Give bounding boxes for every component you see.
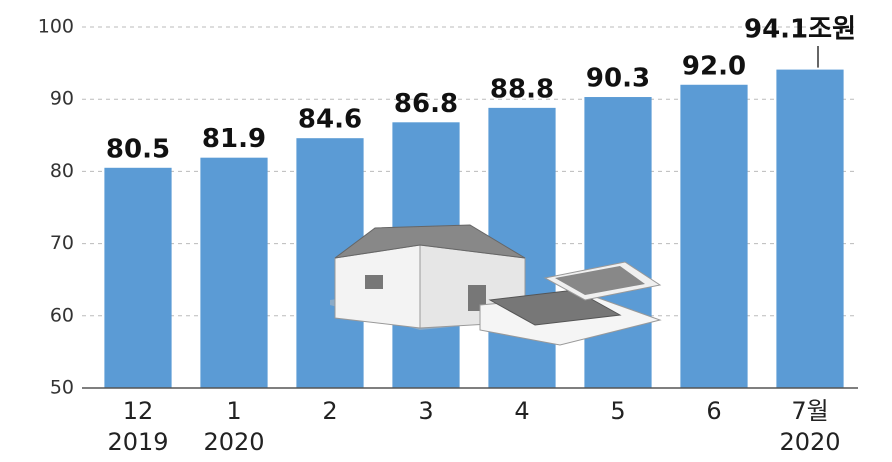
y-tick-label: 60 — [50, 304, 74, 326]
x-tick-label: 3 — [418, 397, 433, 425]
x-tick-year: 2020 — [203, 428, 264, 456]
value-label: 88.8 — [490, 74, 554, 104]
value-label: 80.5 — [106, 134, 170, 164]
bar — [104, 167, 172, 388]
y-tick-label: 100 — [38, 16, 74, 38]
x-tick-label: 4 — [514, 397, 529, 425]
y-tick-label: 50 — [50, 377, 74, 399]
value-label: 84.6 — [298, 105, 362, 135]
x-tick-label: 6 — [706, 397, 721, 425]
y-tick-label: 80 — [50, 160, 74, 182]
x-tick-label: 1 — [226, 397, 241, 425]
value-label: 81.9 — [202, 124, 266, 154]
y-tick-label: 90 — [50, 88, 74, 110]
x-tick-year: 2020 — [779, 428, 840, 456]
bar — [680, 84, 748, 388]
house-illustration — [330, 224, 662, 346]
value-label: 94.1조원 — [744, 15, 856, 45]
x-tick-year: 2019 — [107, 428, 168, 456]
x-tick-label: 5 — [610, 397, 625, 425]
x-tick-label: 2 — [322, 397, 337, 425]
value-label: 90.3 — [586, 64, 650, 94]
y-tick-label: 70 — [50, 232, 74, 254]
value-label: 86.8 — [394, 89, 458, 119]
x-tick-label: 12 — [123, 397, 154, 425]
x-tick-label: 7월 — [791, 397, 828, 425]
bar — [584, 97, 652, 388]
bar — [776, 69, 844, 389]
value-label: 92.0 — [682, 51, 746, 81]
bar — [200, 157, 268, 388]
